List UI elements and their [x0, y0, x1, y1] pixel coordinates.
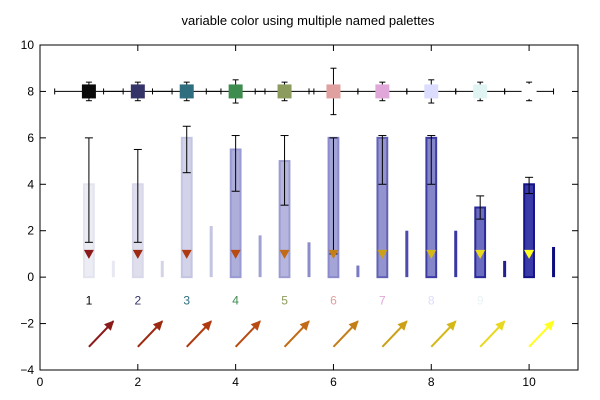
- number-label: 9: [477, 293, 484, 307]
- square-point: [179, 84, 194, 99]
- triangle-point: [132, 249, 143, 259]
- vector-arrowhead: [299, 320, 310, 331]
- y-tick-label: 0: [27, 270, 34, 284]
- number-label: 4: [232, 293, 239, 307]
- number-label: 1: [86, 293, 93, 307]
- vector-arrowhead: [544, 320, 555, 331]
- triangle-point: [83, 249, 94, 259]
- triangle-point: [230, 249, 241, 259]
- chart-title: variable color using multiple named pale…: [182, 13, 435, 28]
- triangle-point: [377, 249, 388, 259]
- vector-arrowhead: [250, 320, 261, 331]
- vector-arrowhead: [446, 320, 457, 331]
- square-point: [521, 83, 537, 99]
- number-label: 3: [183, 293, 190, 307]
- x-tick-label: 2: [134, 375, 141, 389]
- triangle-point: [475, 249, 486, 259]
- vector-arrowhead: [397, 320, 408, 331]
- plot-frame: [39, 44, 579, 371]
- number-label: 10: [522, 293, 536, 307]
- vector-arrowhead: [495, 320, 506, 331]
- square-point: [326, 84, 341, 99]
- number-label: 2: [134, 293, 141, 307]
- vector-arrowhead: [152, 320, 164, 331]
- triangle-point: [328, 249, 339, 259]
- y-tick-label: 8: [27, 84, 34, 98]
- triangle-point: [524, 249, 535, 259]
- number-label: 8: [428, 293, 435, 307]
- triangle-point: [279, 249, 290, 259]
- x-tick-label: 6: [330, 375, 337, 389]
- y-tick-label: 6: [27, 131, 34, 145]
- triangle-point: [181, 249, 192, 259]
- square-point: [277, 84, 292, 99]
- number-label: 5: [281, 293, 288, 307]
- x-tick-label: 10: [522, 375, 536, 389]
- y-tick-label: −4: [20, 363, 34, 377]
- x-tick-label: 8: [428, 375, 435, 389]
- y-tick-label: 10: [21, 38, 35, 52]
- square-point: [81, 84, 96, 99]
- box-bar: [523, 183, 535, 279]
- y-tick-label: −2: [20, 317, 34, 331]
- y-tick-label: 2: [27, 224, 34, 238]
- x-tick-label: 0: [37, 375, 44, 389]
- number-label: 6: [330, 293, 337, 307]
- square-point: [130, 84, 145, 99]
- square-point: [473, 84, 488, 99]
- triangle-point: [426, 249, 437, 259]
- vector-arrowhead: [104, 320, 115, 331]
- y-tick-label: 4: [27, 177, 34, 191]
- square-point: [375, 84, 390, 99]
- x-tick-label: 4: [232, 375, 239, 389]
- vector-arrowhead: [201, 320, 212, 331]
- square-point: [228, 84, 243, 99]
- vector-arrowhead: [348, 320, 359, 331]
- square-point: [424, 84, 439, 99]
- number-label: 7: [379, 293, 386, 307]
